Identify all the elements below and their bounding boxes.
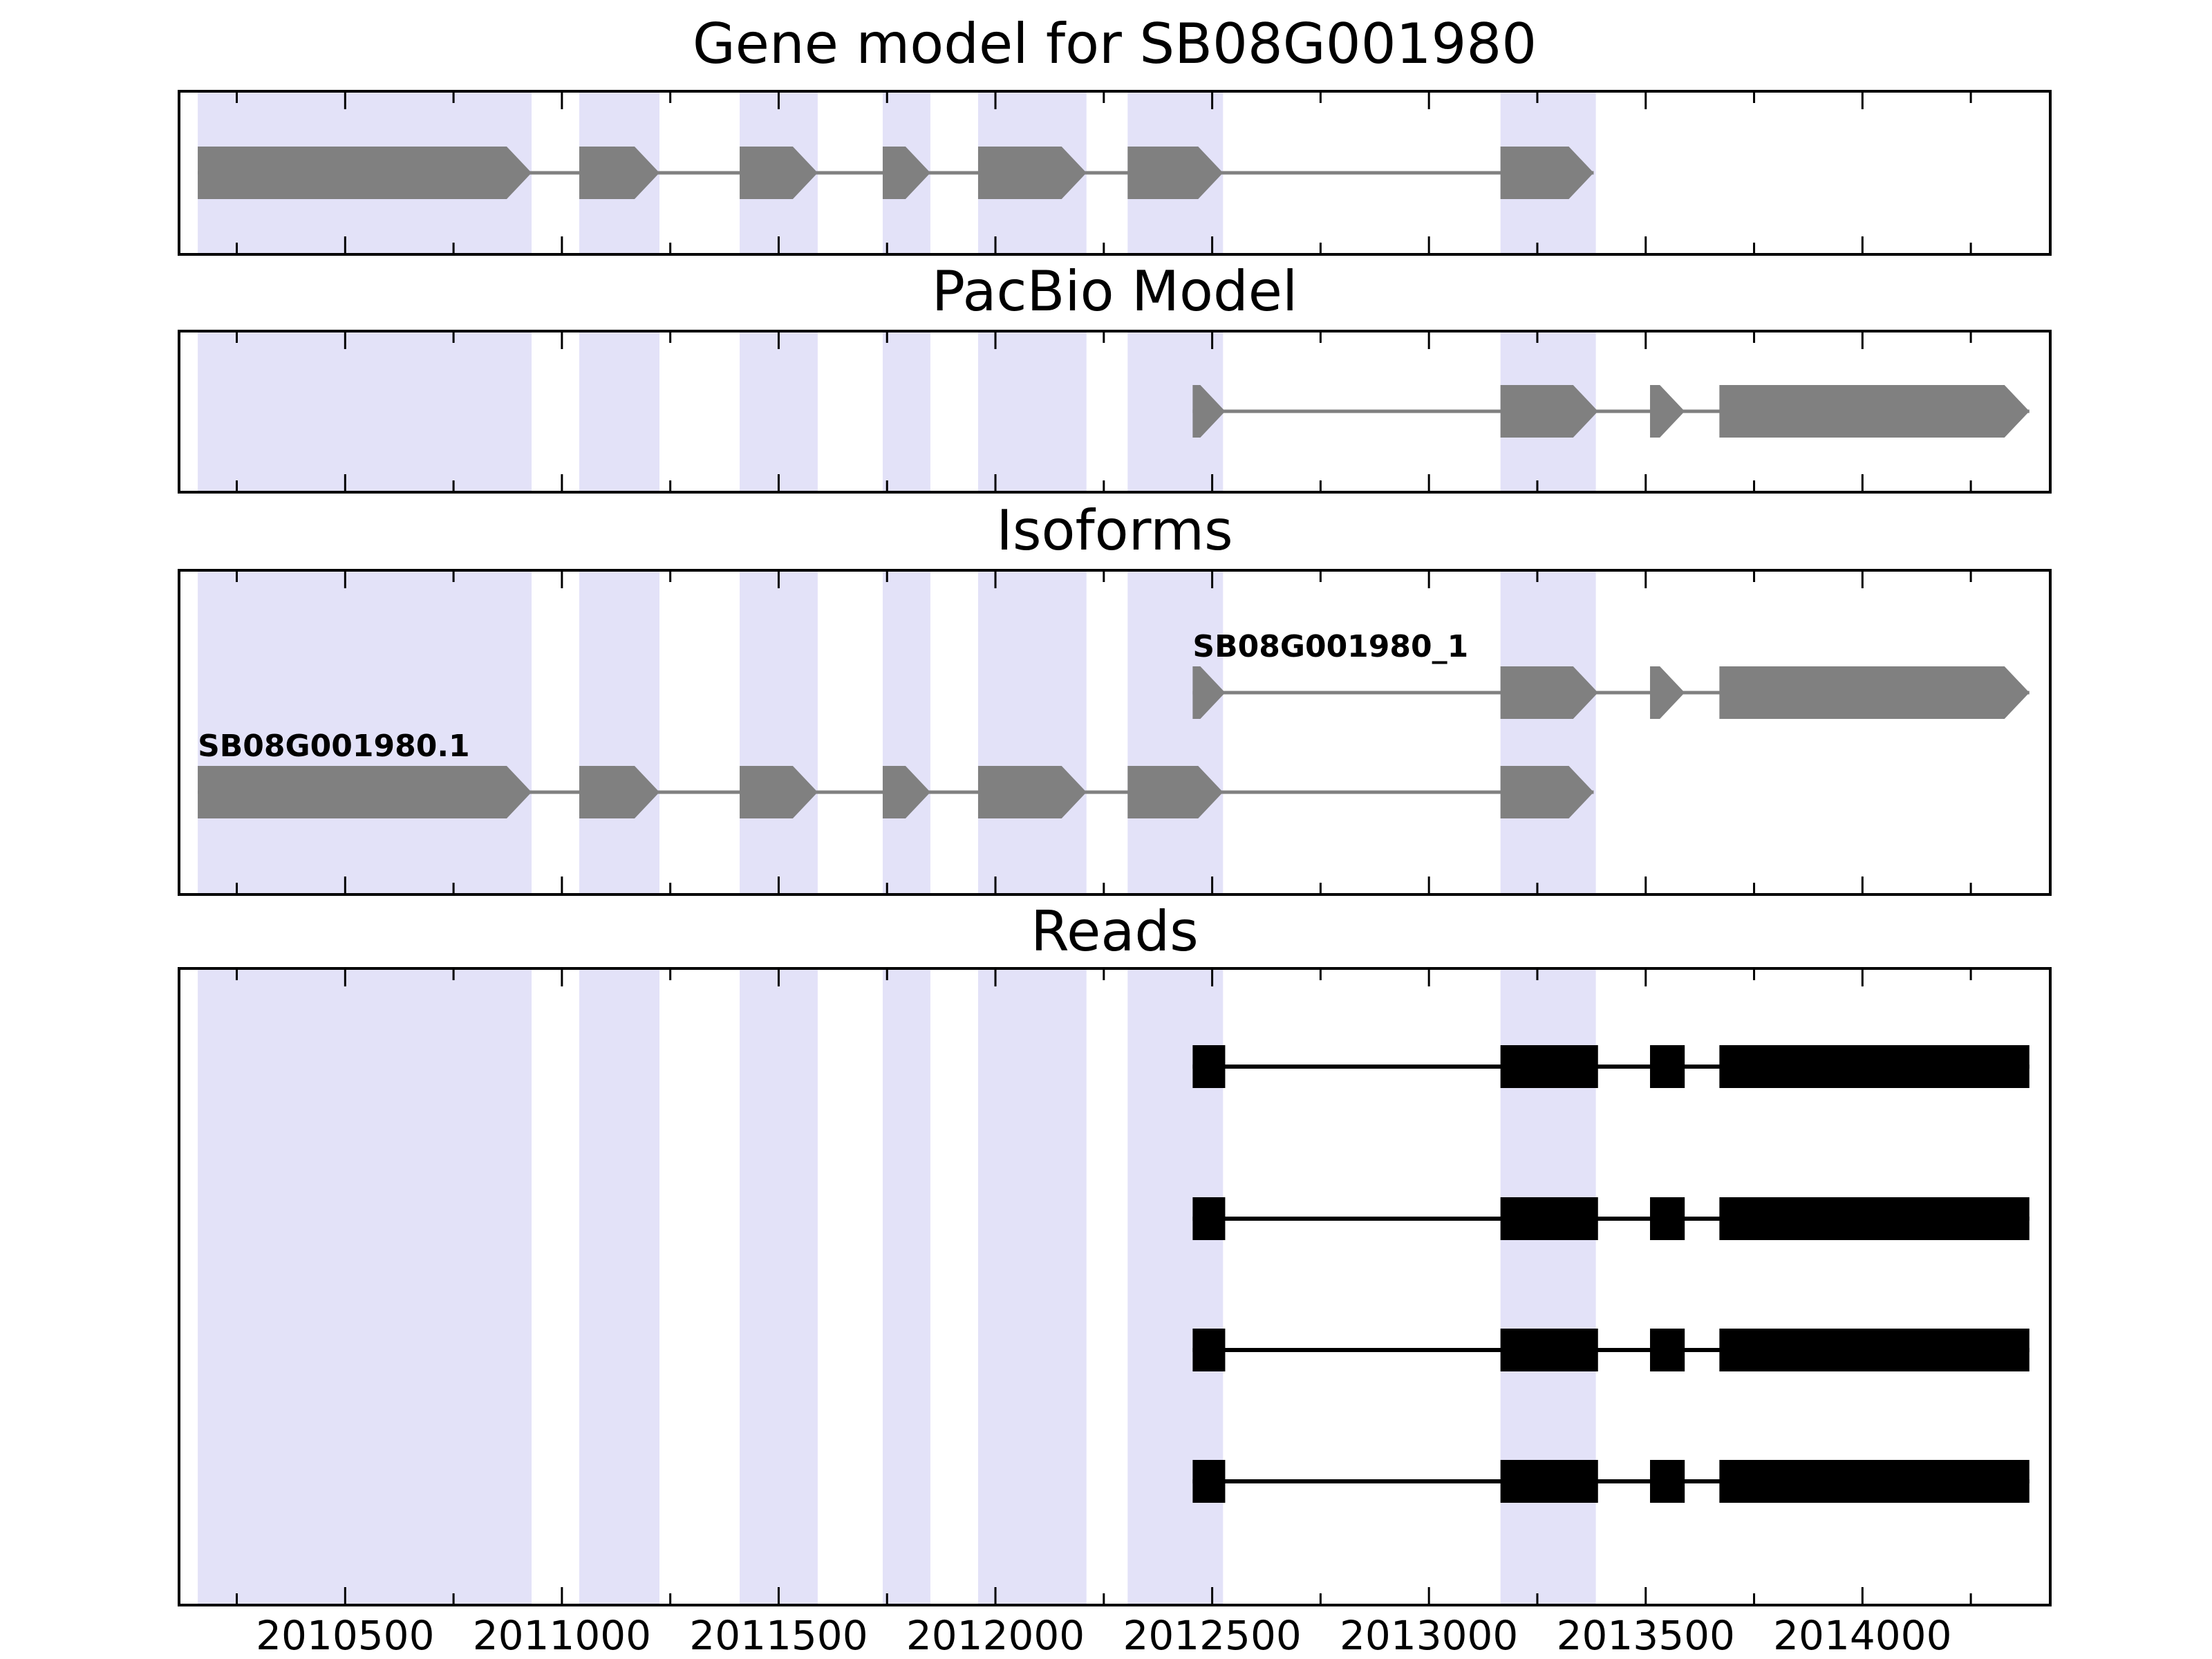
exon-arrow	[882, 766, 930, 818]
read-block	[1192, 1329, 1226, 1371]
x-tick-label: 2013000	[1340, 1612, 1519, 1659]
read-block	[1192, 1045, 1226, 1088]
panel-reads	[178, 967, 2052, 1606]
read-block	[1192, 1197, 1226, 1240]
panel-pacbio-model	[178, 330, 2052, 494]
highlight-band	[882, 332, 930, 491]
highlight-band	[740, 970, 818, 1604]
exon-arrow	[1127, 147, 1224, 199]
read-block	[1192, 1460, 1226, 1503]
panel-canvas-isoforms: SB08G001980_1 SB08G001980.1	[198, 572, 2030, 893]
x-tick-label: 2012500	[1123, 1612, 1302, 1659]
highlight-band	[198, 332, 532, 491]
read-block	[1500, 1329, 1598, 1371]
x-tick-label: 2010500	[256, 1612, 435, 1659]
read-block	[1719, 1329, 2030, 1371]
x-tick-label: 2013500	[1556, 1612, 1735, 1659]
exon-arrow	[1719, 666, 2030, 719]
x-tick-label: 2011500	[689, 1612, 868, 1659]
exon-arrow	[977, 147, 1087, 199]
x-tick-label: 2011000	[472, 1612, 652, 1659]
read-block	[1650, 1329, 1685, 1371]
highlight-band	[579, 572, 659, 893]
read-block	[1650, 1460, 1685, 1503]
highlight-band	[977, 572, 1087, 893]
x-tick-label: 2014000	[1773, 1612, 1952, 1659]
exon-arrow	[1500, 666, 1598, 719]
exon-arrow	[579, 766, 659, 818]
read-block	[1650, 1197, 1685, 1240]
x-tick-label: 2012000	[906, 1612, 1085, 1659]
panel-title-gene-model: Gene model for SB08G001980	[692, 12, 1537, 76]
exon-arrow	[1192, 385, 1226, 438]
exon-arrow	[1719, 385, 2030, 438]
highlight-band	[198, 572, 532, 893]
read-block	[1719, 1045, 2030, 1088]
isoform-label: SB08G001980.1	[198, 729, 470, 764]
exon-arrow	[977, 766, 1087, 818]
isoform-label: SB08G001980_1	[1192, 629, 1468, 664]
read-block	[1650, 1045, 1685, 1088]
panel-canvas-gene-model	[198, 93, 1972, 253]
exon-arrow	[1500, 766, 1594, 818]
panel-gene-model	[178, 90, 2052, 256]
exon-arrow	[740, 147, 818, 199]
exon-arrow	[1500, 385, 1598, 438]
highlight-band	[882, 572, 930, 893]
x-axis-labels: 2010500 2011000 2011500 2012000 2012500 20130…	[180, 1612, 2049, 1659]
exon-arrow	[1192, 666, 1226, 719]
panel-title-isoforms: Isoforms	[996, 498, 1233, 563]
highlight-band	[579, 970, 659, 1604]
panel-isoforms: SB08G001980_1 SB08G001980.1	[178, 569, 2052, 896]
highlight-band	[740, 572, 818, 893]
read-block	[1500, 1045, 1598, 1088]
panel-title-reads: Reads	[1031, 899, 1199, 964]
read-block	[1719, 1197, 2030, 1240]
exon-arrow	[1650, 666, 1685, 719]
exon-arrow	[198, 766, 532, 818]
highlight-band	[579, 332, 659, 491]
exon-arrow	[1500, 147, 1594, 199]
exon-arrow	[882, 147, 930, 199]
exon-arrow	[198, 147, 532, 199]
highlight-band	[198, 970, 532, 1604]
highlight-band	[1500, 572, 1596, 893]
exon-arrow	[1650, 385, 1685, 438]
exon-arrow	[1127, 766, 1224, 818]
exon-arrow	[579, 147, 659, 199]
highlight-band	[977, 970, 1087, 1604]
read-block	[1500, 1197, 1598, 1240]
read-block	[1500, 1460, 1598, 1503]
panel-title-pacbio-model: PacBio Model	[931, 259, 1298, 324]
highlight-band	[1127, 572, 1224, 893]
panel-canvas-reads	[198, 970, 2030, 1604]
highlight-band	[977, 332, 1087, 491]
read-block	[1719, 1460, 2030, 1503]
highlight-band	[882, 970, 930, 1604]
panel-canvas-pacbio-model	[198, 332, 2030, 491]
highlight-band	[740, 332, 818, 491]
exon-arrow	[740, 766, 818, 818]
